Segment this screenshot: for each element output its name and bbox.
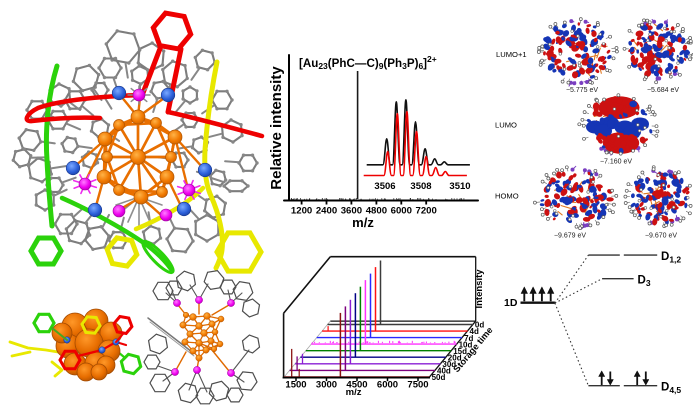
svg-text:m/z: m/z <box>352 215 374 230</box>
svg-text:1D: 1D <box>504 297 518 309</box>
svg-text:6000: 6000 <box>377 380 398 391</box>
svg-text:10d: 10d <box>459 340 473 349</box>
svg-text:−7.160 eV: −7.160 eV <box>600 159 632 166</box>
svg-text:50d: 50d <box>432 373 446 382</box>
svg-text:Relative intensity: Relative intensity <box>268 66 285 190</box>
svg-text:7d: 7d <box>464 334 473 343</box>
svg-text:7500: 7500 <box>407 380 428 391</box>
svg-text:LUMO: LUMO <box>495 121 517 130</box>
svg-text:−9.670 eV: −9.670 eV <box>645 233 677 240</box>
svg-text:LUMO+1: LUMO+1 <box>496 50 527 59</box>
svg-text:−5.684 eV: −5.684 eV <box>647 87 679 94</box>
svg-text:3508: 3508 <box>410 181 431 192</box>
svg-text:3000: 3000 <box>316 380 337 391</box>
svg-text:D1,2: D1,2 <box>661 251 681 265</box>
svg-text:m/z: m/z <box>346 387 362 398</box>
svg-text:Intensity: Intensity <box>474 269 485 309</box>
svg-text:7200: 7200 <box>416 206 437 217</box>
svg-text:2400: 2400 <box>316 206 337 217</box>
svg-text:3510: 3510 <box>449 181 470 192</box>
svg-text:−5.775 eV: −5.775 eV <box>566 87 598 94</box>
svg-text:6000: 6000 <box>391 206 412 217</box>
svg-text:0d: 0d <box>475 321 484 330</box>
svg-text:D3: D3 <box>638 275 651 289</box>
svg-text:3506: 3506 <box>374 181 395 192</box>
svg-text:20d: 20d <box>448 353 462 362</box>
svg-text:1200: 1200 <box>291 206 312 217</box>
svg-text:4800: 4800 <box>366 206 387 217</box>
svg-text:40d: 40d <box>437 367 451 376</box>
svg-text:1500: 1500 <box>285 380 306 391</box>
svg-text:4500: 4500 <box>346 380 367 391</box>
svg-text:4d: 4d <box>470 327 479 336</box>
svg-text:D4,5: D4,5 <box>661 382 681 396</box>
svg-text:HOMO: HOMO <box>495 192 519 201</box>
svg-text:−9.679 eV: −9.679 eV <box>554 233 586 240</box>
svg-text:3600: 3600 <box>341 206 362 217</box>
svg-text:15d: 15d <box>453 347 467 356</box>
svg-text:30d: 30d <box>442 360 456 369</box>
